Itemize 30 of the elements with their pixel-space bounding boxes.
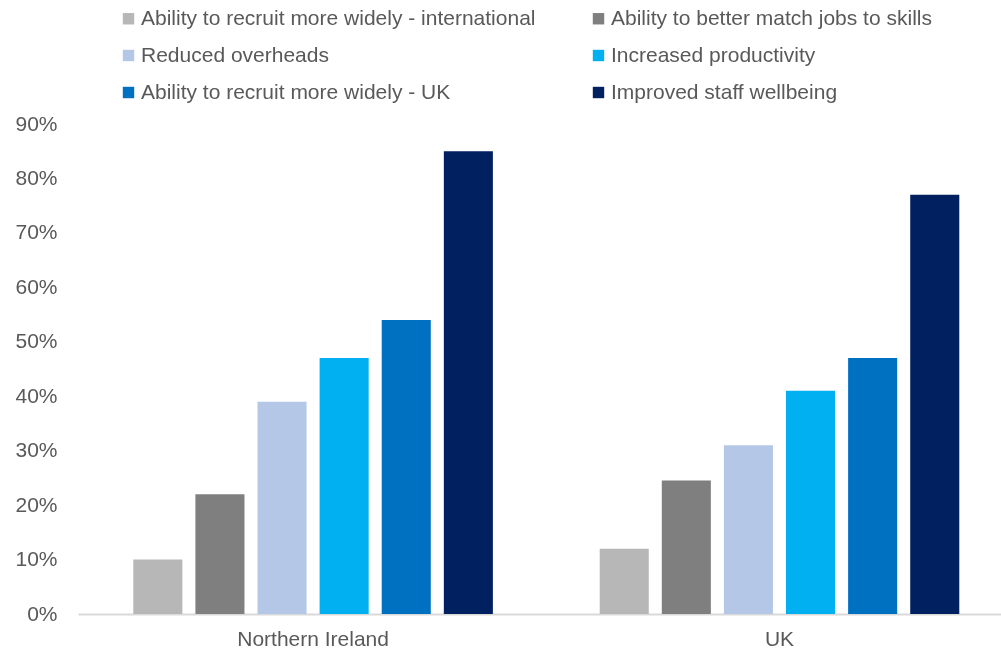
legend-label: Ability to recruit more widely - UK [141,79,451,103]
legend-label: Ability to better match jobs to skills [611,5,932,29]
legend-label: Ability to recruit more widely - international [141,5,536,29]
bar [661,480,711,614]
legend-label: Improved staff wellbeing [611,79,838,103]
x-tick-label: Northern Ireland [237,626,389,650]
legend-label: Increased productivity [611,42,816,66]
y-tick-label: 30% [15,438,58,462]
y-tick-label: 20% [15,492,58,516]
bar [257,401,307,614]
bar [133,559,183,614]
x-tick-label: UK [764,626,795,650]
bar [910,194,960,614]
bar [723,445,773,614]
legend-label: Reduced overheads [141,42,329,66]
bar [848,358,898,614]
y-tick-label: 60% [15,274,58,298]
y-tick-label: 80% [15,165,58,189]
bar [319,358,369,614]
bar [381,320,431,614]
bar [599,548,649,614]
y-tick-label: 10% [15,547,58,571]
y-tick-label: 90% [15,111,58,135]
y-tick-label: 50% [15,329,58,353]
y-tick-label: 70% [15,220,58,244]
y-tick-label: 0% [27,601,58,625]
bar [195,494,245,614]
bar [786,390,836,614]
bar [443,151,493,614]
y-tick-label: 40% [15,383,58,407]
